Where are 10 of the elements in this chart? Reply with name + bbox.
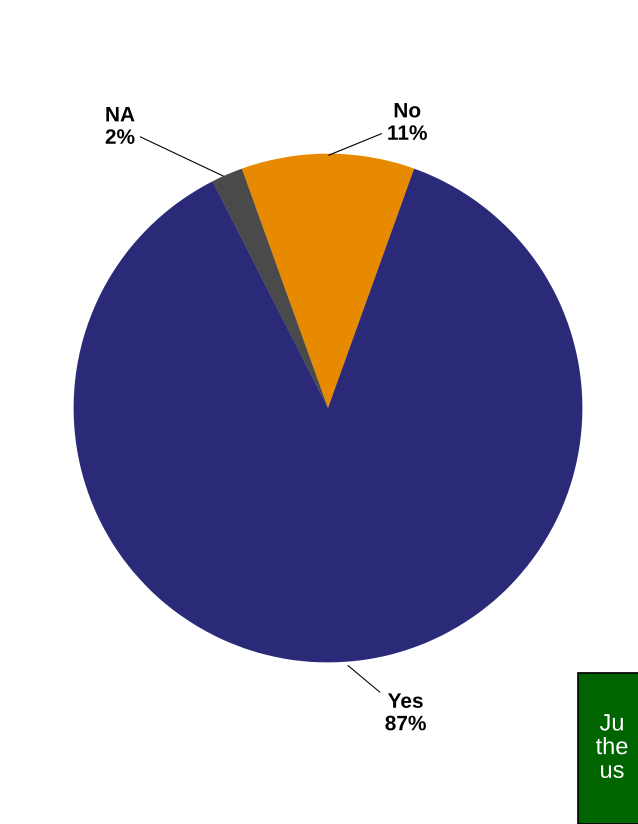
slice-label: NA (106, 107, 134, 122)
data-label: 2% (106, 129, 135, 144)
data-label: 11% (388, 125, 427, 140)
slice-label: Yes (388, 693, 423, 708)
pie-slice (74, 168, 582, 662)
text: Ju the us (596, 714, 628, 778)
slice-label: No (394, 103, 420, 118)
pie-slice (242, 154, 414, 408)
data-label: 87% (385, 716, 426, 730)
pie-slice (212, 168, 328, 408)
